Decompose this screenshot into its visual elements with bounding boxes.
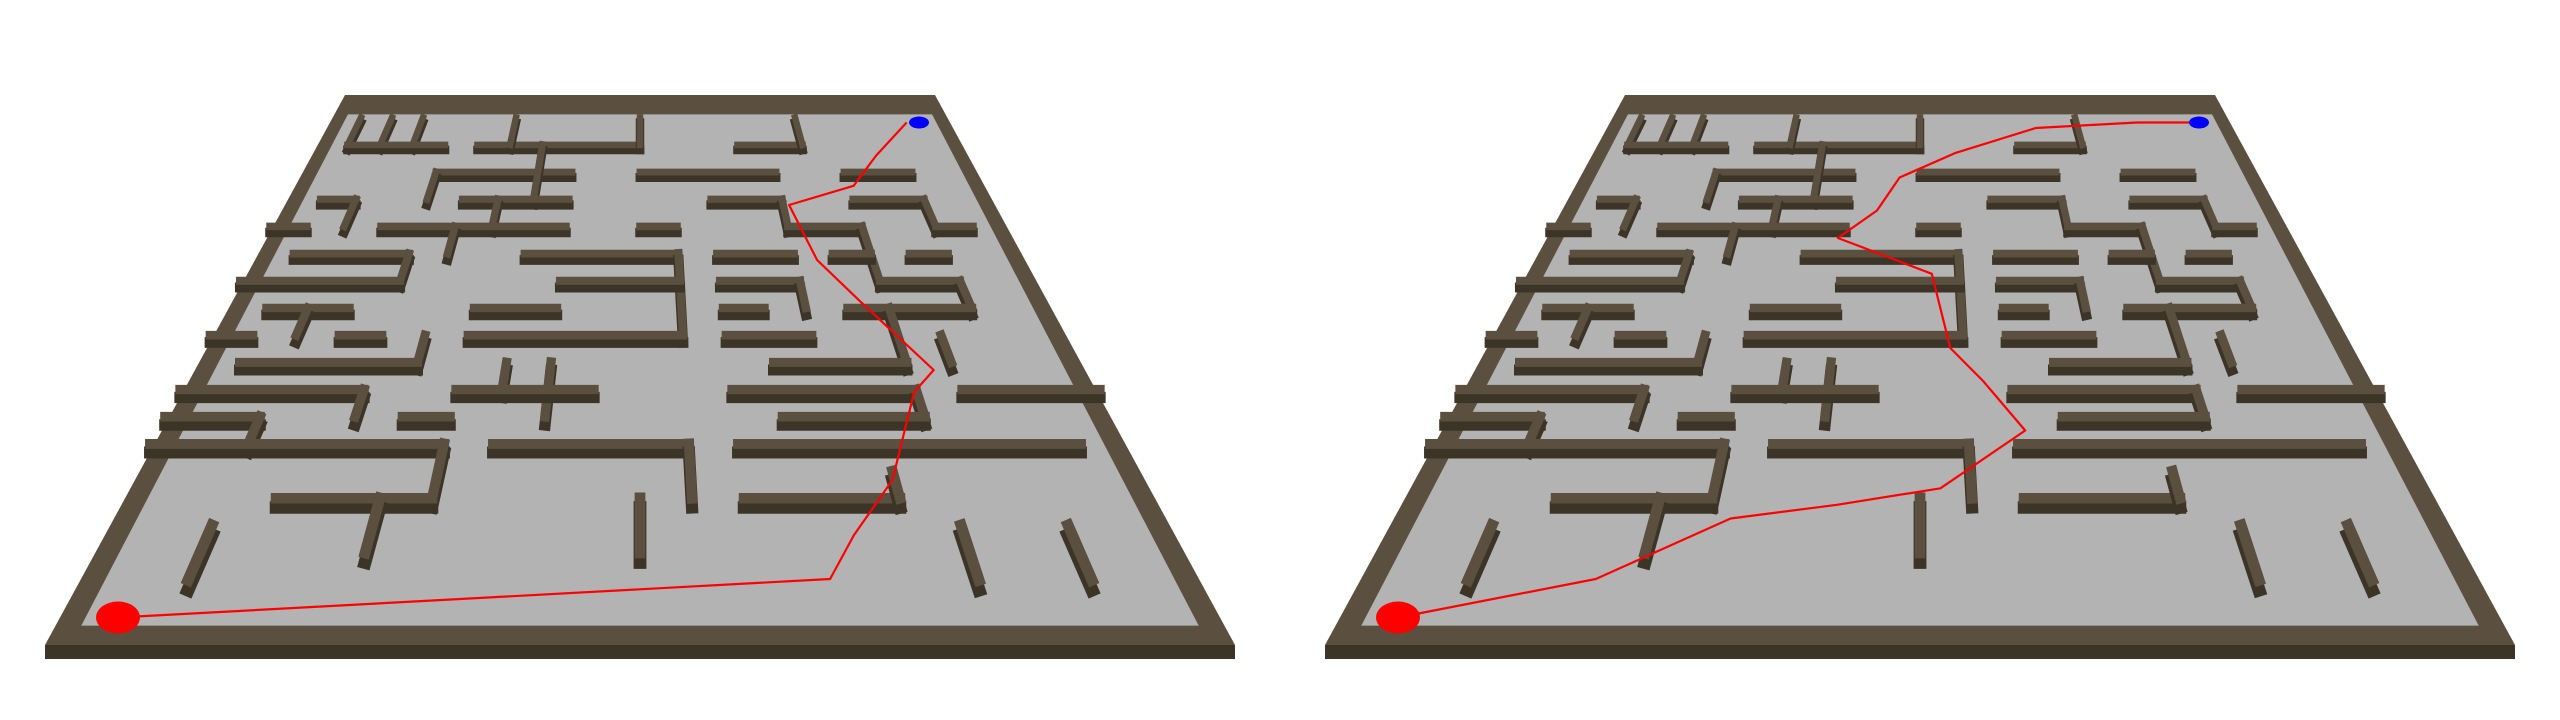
maze-wall-top — [791, 113, 807, 149]
maze-wall-top — [1629, 383, 1650, 423]
maze-wall-top — [422, 167, 441, 204]
maze-wall-top — [394, 248, 415, 286]
maze-wall-top — [425, 437, 451, 505]
board-front-edge — [45, 645, 1235, 659]
maze-wall-top — [2199, 194, 2221, 232]
maze-wall-top — [442, 221, 460, 259]
maze-wall-top — [1674, 248, 1695, 286]
maze-wall-top — [487, 194, 503, 231]
maze-wall-top — [919, 194, 941, 232]
maze-wall-top — [777, 194, 793, 231]
maze-wall-top — [1460, 517, 1500, 588]
maze-wall-top — [290, 302, 314, 341]
maze-wall-top — [883, 302, 913, 369]
start-marker — [96, 601, 140, 634]
maze-wall-top — [180, 517, 220, 588]
maze-panel-left — [45, 95, 1235, 659]
maze-wall-top — [795, 275, 811, 314]
maze-wall-top — [343, 113, 366, 150]
maze-wall-top — [1705, 437, 1731, 505]
maze-board-right — [1325, 95, 2515, 659]
maze-wall-top — [529, 140, 547, 204]
solution-path — [1397, 121, 2206, 619]
goal-marker — [2189, 116, 2209, 129]
maze-wall-top — [358, 491, 387, 560]
maze-walls — [144, 113, 1106, 599]
maze-wall-top — [683, 438, 698, 504]
maze-walls — [1424, 113, 2386, 599]
maze-wall-top — [1688, 113, 1708, 150]
maze-wall-top — [674, 248, 688, 340]
maze-wall-top — [1060, 517, 1100, 588]
maze-wall-top — [2163, 302, 2193, 369]
maze-wall-top — [1570, 302, 1594, 341]
maze-wall-top — [954, 275, 978, 314]
maze-wall-top — [1623, 113, 1646, 150]
maze-wall-top — [1655, 113, 1677, 150]
maze-wall-top — [1638, 491, 1667, 560]
maze-wall-top — [2057, 194, 2073, 231]
maze-wall-top — [1767, 194, 1783, 231]
maze-wall-top — [2340, 517, 2380, 588]
maze-board-left — [45, 95, 1235, 659]
maze-wall-top — [935, 329, 958, 369]
maze-wall-top — [1722, 221, 1740, 259]
maze-wall-top — [2166, 464, 2187, 505]
maze-wall-top — [1954, 248, 1968, 340]
maze-wall-top — [2075, 275, 2091, 314]
maze-wall-top — [2234, 275, 2258, 314]
maze-wall-top — [1963, 438, 1978, 504]
solution-path — [117, 121, 935, 619]
maze-wall-top — [1619, 194, 1641, 232]
goal-marker — [909, 116, 929, 129]
maze-wall-top — [2071, 113, 2087, 149]
maze-wall-top — [506, 113, 520, 149]
maze-wall-top — [953, 518, 987, 588]
start-marker — [1376, 601, 1420, 634]
board-front-edge — [1325, 645, 2515, 659]
maze-panel-right — [1280, 0, 2560, 720]
maze-wall-top — [375, 113, 397, 150]
maze-wall-top — [1809, 140, 1827, 204]
maze-wall-top — [408, 113, 428, 150]
maze-wall-top — [339, 194, 361, 232]
maze-wall-top — [349, 383, 370, 423]
maze-wall-top — [1786, 113, 1800, 149]
maze-wall-top — [2233, 518, 2267, 588]
maze-wall-top — [2215, 329, 2238, 369]
maze-wall-top — [1702, 167, 1721, 204]
